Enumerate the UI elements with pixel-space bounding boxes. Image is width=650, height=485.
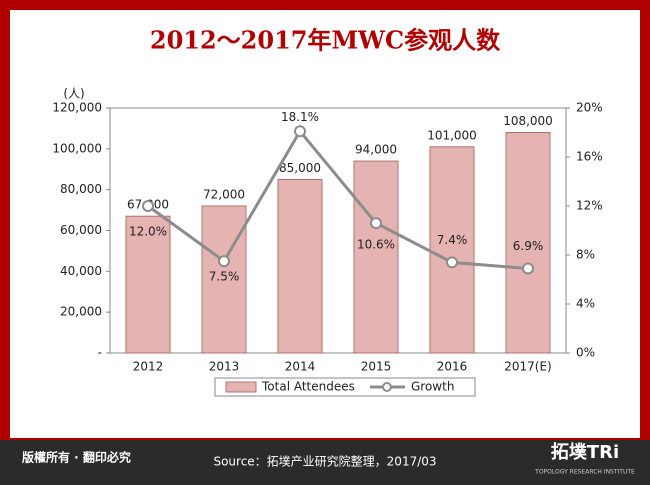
y2-tick-label: 4% — [576, 297, 595, 311]
y-tick-label: 80,000 — [60, 182, 102, 196]
footer-bar — [0, 440, 650, 485]
y2-tick-label: 20% — [576, 101, 603, 115]
bar — [125, 215, 171, 354]
growth-marker — [218, 255, 230, 268]
x-tick-label: 2017(E) — [504, 360, 551, 374]
logo-sub: TOPOLOGY RESEARCH INSTITUTE — [534, 469, 635, 476]
legend-label: Total Attendees — [261, 380, 355, 394]
growth-marker — [142, 200, 154, 212]
growth-value-label: 7.4% — [437, 233, 468, 247]
growth-marker — [294, 125, 306, 138]
bar-value-label: 85,000 — [279, 161, 321, 175]
y-axis-label: (人) — [63, 87, 84, 101]
logo: 拓墣TRi — [551, 441, 619, 463]
growth-line — [147, 128, 529, 270]
x-tick-label: 2013 — [209, 360, 240, 374]
y2-tick-label: 12% — [576, 199, 603, 213]
chart-title: 2012～2017年MWC参观人数 — [150, 26, 501, 55]
y2-tick-label: 16% — [576, 150, 603, 164]
growth-value-label: 6.9% — [513, 239, 544, 253]
bar-value-label: 72,000 — [203, 188, 245, 202]
y-tick-label: 120,000 — [52, 101, 102, 115]
x-tick-label: 2016 — [437, 360, 468, 374]
bar-value-label: 101,000 — [427, 128, 477, 142]
growth-value-label: 10.6% — [357, 238, 395, 252]
legend-label: Growth — [411, 380, 454, 394]
growth-marker — [522, 262, 534, 275]
growth-value-label: 12.0% — [129, 225, 167, 239]
x-tick-label: 2014 — [285, 360, 316, 374]
bar-value-label: 108,000 — [503, 114, 553, 128]
bar — [201, 205, 247, 354]
y-tick-label: 100,000 — [52, 141, 102, 155]
legend-swatch — [225, 381, 257, 393]
bar — [505, 132, 551, 354]
source: Source：拓墣产业研究院整理，2017/03 — [213, 454, 436, 469]
x-tick-label: 2015 — [361, 360, 392, 374]
bar — [277, 178, 323, 354]
y-tick-label: 40,000 — [60, 264, 102, 278]
copyright: 版權所有 · 翻印必究 — [22, 450, 131, 465]
growth-marker — [370, 217, 382, 230]
y-tick-label: - — [98, 346, 102, 360]
y2-tick-label: 8% — [576, 248, 595, 262]
y-tick-label: 20,000 — [60, 305, 102, 319]
growth-value-label: 18.1% — [281, 110, 319, 124]
legend-marker — [382, 382, 392, 392]
growth-marker — [446, 256, 458, 269]
y2-tick-label: 0% — [576, 346, 595, 360]
legend-box — [214, 377, 476, 397]
bar — [429, 146, 475, 354]
y-tick-label: 60,000 — [60, 223, 102, 237]
x-tick-label: 2012 — [133, 360, 164, 374]
bar — [353, 160, 399, 354]
growth-value-label: 7.5% — [209, 270, 240, 284]
bar-value-label: 94,000 — [355, 143, 397, 157]
